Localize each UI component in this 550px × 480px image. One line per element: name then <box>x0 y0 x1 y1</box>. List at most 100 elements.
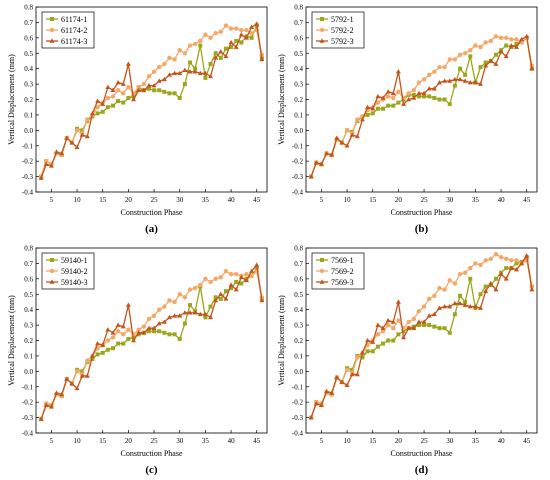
legend-marker <box>50 258 54 262</box>
data-point <box>519 36 525 42</box>
data-point <box>125 302 131 307</box>
data-point <box>84 373 90 378</box>
y-tick-label: 0.3 <box>24 81 33 89</box>
data-point <box>447 303 453 309</box>
data-point <box>121 332 126 337</box>
data-point <box>218 275 223 280</box>
data-point <box>223 46 228 51</box>
data-point <box>187 69 193 74</box>
y-tick-label: -0.4 <box>292 189 304 197</box>
data-point <box>208 35 213 41</box>
data-point <box>457 76 463 82</box>
data-point <box>238 32 244 37</box>
data-point <box>157 88 162 93</box>
legend-marker <box>50 17 54 21</box>
x-tick-label: 40 <box>228 196 236 204</box>
data-point <box>156 78 162 83</box>
data-point <box>416 309 422 314</box>
data-point <box>458 66 462 71</box>
data-point <box>416 80 422 85</box>
data-point <box>126 336 131 341</box>
y-tick-label: 0.3 <box>24 322 33 330</box>
data-point <box>468 47 473 53</box>
data-point <box>120 81 126 86</box>
panel-caption: (c) <box>145 464 158 476</box>
data-point <box>411 325 417 330</box>
data-point <box>483 60 488 65</box>
data-point <box>110 94 116 99</box>
data-point <box>115 79 121 85</box>
x-tick-label: 5 <box>320 437 324 445</box>
data-point <box>141 330 147 335</box>
data-point <box>504 266 509 271</box>
data-point <box>202 311 208 317</box>
data-point <box>146 83 152 88</box>
data-point <box>529 66 535 71</box>
x-tick-label: 45 <box>253 437 261 445</box>
data-point <box>432 95 437 100</box>
data-point <box>166 314 172 320</box>
data-point <box>192 310 198 315</box>
y-tick-label: -0.3 <box>292 173 304 181</box>
data-point <box>177 336 182 341</box>
y-tick-label: 0.0 <box>294 368 303 376</box>
data-point <box>213 55 219 60</box>
series-line <box>40 270 263 420</box>
data-point <box>406 325 412 330</box>
data-point <box>385 322 391 328</box>
data-point <box>421 90 427 96</box>
data-point <box>509 37 514 42</box>
data-point <box>89 353 95 358</box>
data-point <box>426 313 432 318</box>
data-point <box>125 61 131 66</box>
data-point <box>249 268 255 273</box>
data-point <box>172 70 178 76</box>
y-tick-label: 0.8 <box>24 245 33 253</box>
data-point <box>488 256 493 261</box>
legend-label: 59140-1 <box>61 256 88 265</box>
data-point <box>188 60 192 65</box>
data-point <box>431 86 437 91</box>
data-point <box>203 315 208 320</box>
data-point <box>493 61 499 66</box>
data-point <box>151 313 157 319</box>
x-tick-label: 40 <box>498 196 506 204</box>
data-point <box>126 95 131 100</box>
data-point <box>193 66 198 71</box>
data-point <box>203 276 208 282</box>
series-5792-2 <box>308 34 535 179</box>
data-point <box>202 70 208 76</box>
y-axis-title: Vertical Displacement (mm) <box>277 54 286 145</box>
x-tick-label: 25 <box>151 437 159 445</box>
data-point <box>318 161 324 167</box>
x-tick-label: 45 <box>253 196 261 204</box>
data-point <box>509 258 514 263</box>
data-point <box>483 40 488 45</box>
data-point <box>182 51 188 56</box>
data-point <box>162 89 167 94</box>
data-point <box>218 49 224 54</box>
data-point <box>478 44 483 50</box>
legend-label: 61174-1 <box>61 15 87 24</box>
x-tick-label: 25 <box>421 196 429 204</box>
data-point <box>365 337 371 343</box>
data-point <box>385 94 391 99</box>
data-point <box>324 388 330 394</box>
data-point <box>313 401 319 406</box>
data-point <box>105 84 111 89</box>
data-point <box>442 78 448 83</box>
data-point <box>218 55 223 60</box>
data-point <box>116 341 121 346</box>
data-point <box>503 276 509 281</box>
y-tick-label: -0.3 <box>292 414 304 422</box>
y-tick-label: 0.3 <box>294 322 303 330</box>
x-tick-label: 25 <box>421 437 429 445</box>
data-point <box>141 324 146 329</box>
legend-marker <box>319 27 325 33</box>
data-point <box>437 97 442 102</box>
data-point <box>467 79 473 85</box>
data-point <box>239 27 244 33</box>
data-point <box>239 40 244 45</box>
y-tick-label: 0.6 <box>294 34 303 42</box>
